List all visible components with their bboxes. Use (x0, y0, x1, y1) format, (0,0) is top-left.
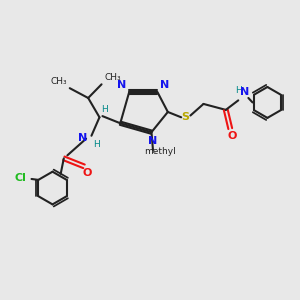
Text: H: H (93, 140, 100, 149)
Text: CH₃: CH₃ (51, 76, 68, 85)
Text: S: S (182, 112, 190, 122)
Text: O: O (228, 131, 237, 141)
Text: N: N (117, 80, 126, 90)
Text: Cl: Cl (15, 173, 26, 183)
Text: methyl: methyl (144, 147, 176, 156)
Text: N: N (78, 133, 88, 142)
Text: N: N (160, 80, 170, 90)
Text: N: N (240, 87, 249, 97)
Text: O: O (83, 168, 92, 178)
Text: H: H (235, 86, 242, 95)
Text: N: N (148, 136, 158, 146)
Text: CH₃: CH₃ (104, 73, 121, 82)
Text: H: H (101, 105, 108, 114)
Text: methyl: methyl (152, 152, 156, 153)
